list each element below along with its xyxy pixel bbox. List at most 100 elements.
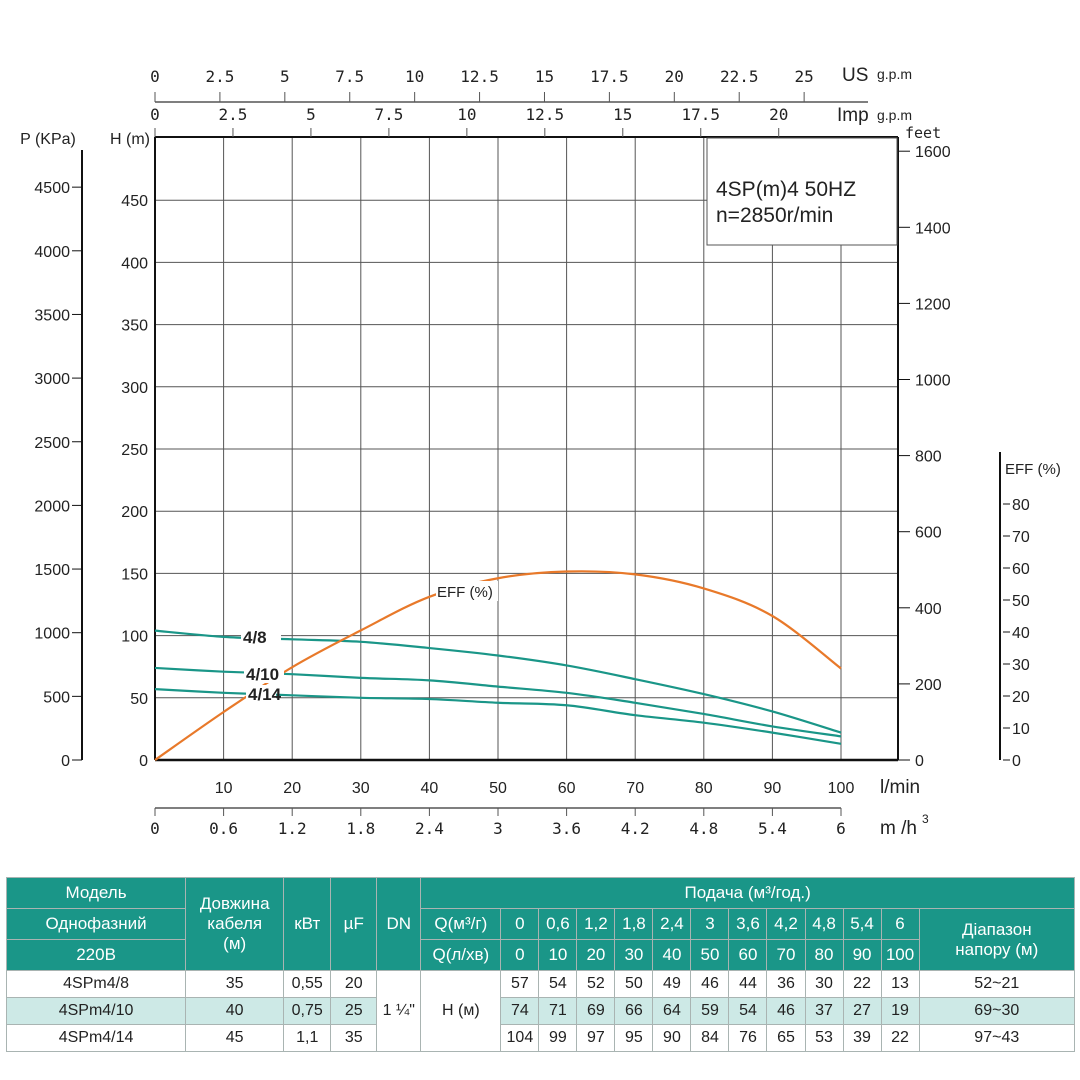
curve-label-bg bbox=[241, 628, 281, 646]
q-m3-cell: 5,4 bbox=[842, 908, 882, 940]
head-value-cell: 57 bbox=[500, 970, 540, 998]
head-value-cell: 27 bbox=[842, 997, 882, 1025]
us-gpm-tick-label: 7.5 bbox=[335, 67, 364, 86]
imp-gpm-tick-label: 12.5 bbox=[526, 105, 565, 124]
us-gpm-tick-label: 5 bbox=[280, 67, 290, 86]
q-lmin-cell: 0 bbox=[500, 939, 540, 971]
q-m3-cell: 0,6 bbox=[538, 908, 578, 940]
head-value-cell: 74 bbox=[500, 997, 540, 1025]
m3h-tick-label: 6 bbox=[836, 819, 846, 838]
us-gpm-label: US bbox=[842, 65, 868, 86]
chart-subtitle: n=2850r/min bbox=[716, 204, 833, 227]
header-row-q-m3: Однофазний Q(м³/г) 0 0,6 1,2 1,8 2,4 3 3,6 4,2 4… bbox=[5, 908, 1076, 971]
curve-label-bg bbox=[246, 685, 276, 703]
q-lmin-cell: 60 bbox=[728, 939, 768, 971]
q-m3-cell: 0 bbox=[500, 908, 540, 940]
m3h-tick-label: 4.2 bbox=[621, 819, 650, 838]
m3h-tick-label: 3 bbox=[493, 819, 503, 838]
imp-gpm-tick-label: 15 bbox=[613, 105, 632, 124]
feet-tick-label: 1600 bbox=[915, 144, 951, 161]
eff-tick-label: 20 bbox=[1012, 689, 1030, 706]
eff-tick-label: 40 bbox=[1012, 625, 1030, 642]
m3h-tick-label: 5.4 bbox=[758, 819, 787, 838]
head-value-cell: 84 bbox=[690, 1024, 730, 1052]
h-tick-label: 450 bbox=[121, 193, 148, 210]
head-value-cell: 46 bbox=[690, 970, 730, 998]
us-gpm-tick-label: 12.5 bbox=[460, 67, 499, 86]
q-lmin-cell: 70 bbox=[766, 939, 806, 971]
eff-tick-label: 60 bbox=[1012, 561, 1030, 578]
x-tick-label: 90 bbox=[764, 780, 782, 797]
curve-label-4-10: 4/10 bbox=[246, 665, 279, 684]
eff-axis-label: EFF (%) bbox=[1005, 461, 1061, 478]
eff-tick-label: 0 bbox=[1012, 753, 1021, 770]
curve-label-4-14: 4/8 bbox=[243, 628, 267, 647]
imp-gpm-label: Imp bbox=[837, 105, 869, 126]
x-tick-label: 10 bbox=[215, 780, 233, 797]
pump-spec-table: Модель Довжина кабеля (м) кВт µF DN Подача… bbox=[5, 877, 1076, 1052]
head-value-cell: 49 bbox=[652, 970, 692, 998]
q-m3-cell: 4,8 bbox=[804, 908, 844, 940]
h-tick-label: 50 bbox=[130, 691, 148, 708]
h-tick-label: 0 bbox=[139, 753, 148, 770]
header-phase: Однофазний bbox=[5, 908, 187, 940]
model-cell: 4SPm4/8 bbox=[5, 970, 187, 998]
header-flow: Подача (м³/год.) bbox=[420, 877, 1075, 909]
q-lmin-cell: 20 bbox=[576, 939, 616, 971]
imp-gpm-tick-label: 5 bbox=[306, 105, 316, 124]
dn-cell: 1 ¼" bbox=[376, 970, 422, 1052]
us-gpm-tick-label: 20 bbox=[665, 67, 684, 86]
imp-gpm-tick-label: 20 bbox=[769, 105, 788, 124]
h-tick-label: 200 bbox=[121, 504, 148, 521]
h-tick-label: 300 bbox=[121, 380, 148, 397]
feet-tick-label: 1000 bbox=[915, 373, 951, 390]
q-m3-cell: 2,4 bbox=[652, 908, 692, 940]
head-value-cell: 95 bbox=[614, 1024, 654, 1052]
m3h-tick-label: 3.6 bbox=[552, 819, 581, 838]
feet-tick-label: 600 bbox=[915, 525, 942, 542]
range-cell: 97~43 bbox=[918, 1024, 1076, 1052]
head-value-cell: 71 bbox=[538, 997, 578, 1025]
h-tick-label: 350 bbox=[121, 318, 148, 335]
head-value-cell: 36 bbox=[766, 970, 806, 998]
header-voltage: 220В bbox=[5, 939, 187, 971]
m3h-tick-label: 0 bbox=[150, 819, 160, 838]
m3h-tick-label: 4.8 bbox=[689, 819, 718, 838]
h-label-cell: H (м) bbox=[420, 970, 502, 1052]
q-m3-cell: 3 bbox=[690, 908, 730, 940]
us-gpm-tick-label: 2.5 bbox=[205, 67, 234, 86]
q-m3-cell: 4,2 bbox=[766, 908, 806, 940]
feet-tick-label: 1400 bbox=[915, 220, 951, 237]
q-lmin-cell: 40 bbox=[652, 939, 692, 971]
h-tick-label: 100 bbox=[121, 629, 148, 646]
uf-cell: 35 bbox=[330, 1024, 378, 1052]
header-q-lmin: Q(л/хв) bbox=[420, 939, 502, 971]
head-value-cell: 50 bbox=[614, 970, 654, 998]
pressure-tick-label: 2000 bbox=[34, 498, 70, 515]
head-value-cell: 69 bbox=[576, 997, 616, 1025]
table-row: 4SPm4/8 35 0,55 20 1 ¼" H (м) 57 54 52 50 49 46 44 36… bbox=[5, 970, 1076, 1052]
head-value-cell: 64 bbox=[652, 997, 692, 1025]
imp-gpm-tick-label: 2.5 bbox=[219, 105, 248, 124]
head-value-cell: 22 bbox=[880, 1024, 920, 1052]
head-value-cell: 22 bbox=[842, 970, 882, 998]
header-cable: Довжина кабеля (м) bbox=[185, 877, 285, 971]
uf-cell: 20 bbox=[330, 970, 378, 998]
feet-axis-label: feet bbox=[905, 124, 941, 142]
m3h-tick-label: 1.2 bbox=[278, 819, 307, 838]
h-axis-label: H (m) bbox=[110, 131, 150, 148]
cable-cell: 40 bbox=[185, 997, 285, 1025]
imp-gpm-tick-label: 0 bbox=[150, 105, 160, 124]
pressure-tick-label: 4500 bbox=[34, 180, 70, 197]
eff-label-bg bbox=[436, 581, 498, 601]
head-value-cell: 39 bbox=[842, 1024, 882, 1052]
pump-performance-chart: 4SP(m)4 50HZn=2850r/min05010015020025030… bbox=[20, 65, 1061, 839]
range-cell: 52~21 bbox=[918, 970, 1076, 998]
model-cell: 4SPm4/14 bbox=[5, 1024, 187, 1052]
curve-label-4-8: 4/14 bbox=[248, 685, 282, 704]
cable-cell: 35 bbox=[185, 970, 285, 998]
x-tick-label: 80 bbox=[695, 780, 713, 797]
head-value-cell: 90 bbox=[652, 1024, 692, 1052]
m3h-axis-label-sup: 3 bbox=[922, 812, 929, 826]
us-gpm-tick-label: 15 bbox=[535, 67, 554, 86]
